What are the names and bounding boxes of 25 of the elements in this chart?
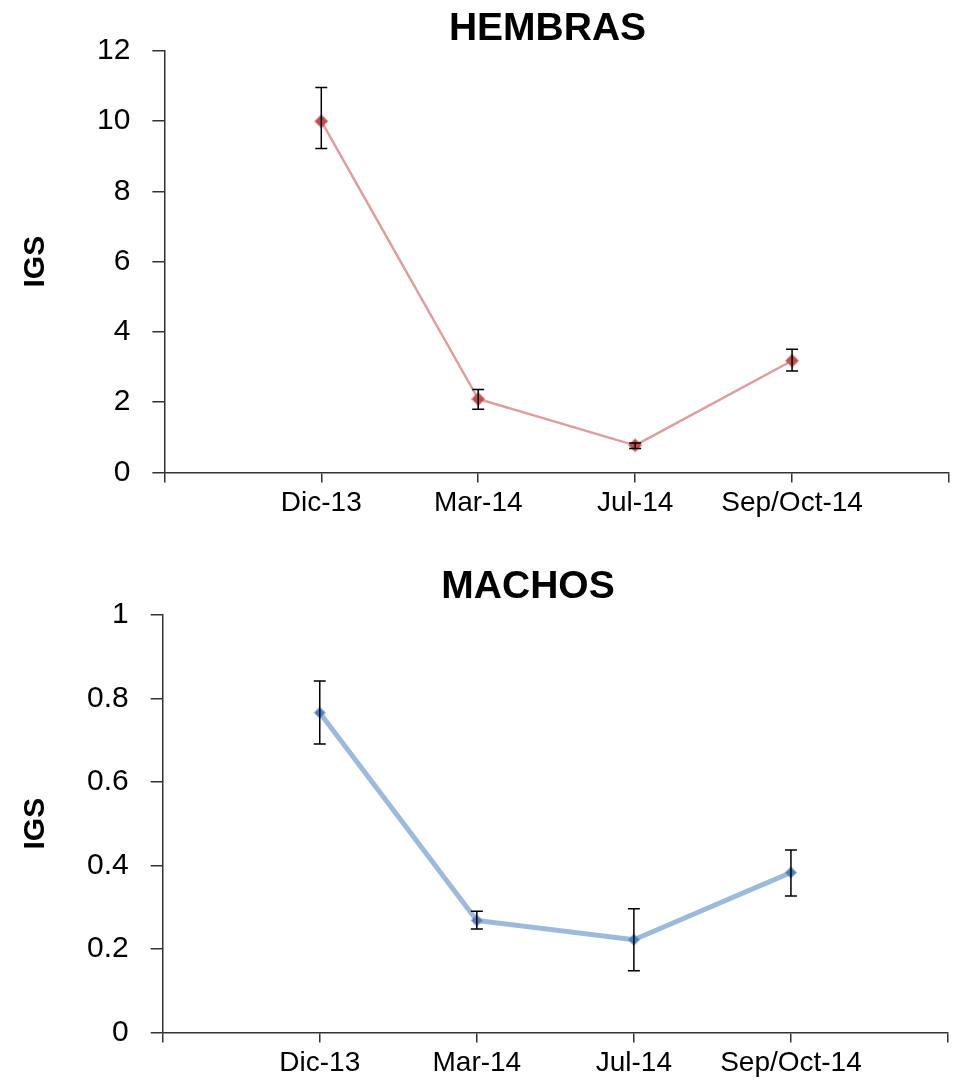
x-tick-label: Dic-13 xyxy=(279,1045,361,1077)
y-tick-label: 4 xyxy=(113,313,131,347)
x-tick-label: Sep/Oct-14 xyxy=(721,485,863,517)
x-tick-label: Sep/Oct-14 xyxy=(720,1045,862,1077)
y-tick-label: 2 xyxy=(113,383,131,417)
x-tick-label: Jul-14 xyxy=(597,485,674,517)
y-tick-label: 0.6 xyxy=(86,763,129,797)
x-tick-label: Jul-14 xyxy=(595,1045,673,1077)
y-tick-label: 0 xyxy=(113,453,131,487)
chart-title: HEMBRAS xyxy=(447,5,648,49)
y-axis-title: IGS xyxy=(17,797,51,850)
y-tick-label: 12 xyxy=(96,32,131,66)
y-tick-label: 6 xyxy=(113,242,131,276)
y-tick-label: 10 xyxy=(96,102,131,136)
x-tick-label: Dic-13 xyxy=(280,485,362,517)
y-tick-label: 0.8 xyxy=(86,679,129,713)
x-tick-label: Mar-14 xyxy=(432,1045,522,1077)
chart-title: MACHOS xyxy=(441,563,615,606)
y-tick-label: 0.4 xyxy=(86,846,129,880)
y-tick-label: 8 xyxy=(113,172,131,206)
y-tick-label: 1 xyxy=(112,596,129,630)
y-tick-label: 0.2 xyxy=(86,930,129,964)
x-tick-label: Mar-14 xyxy=(433,485,523,517)
y-axis-title: IGS xyxy=(17,235,51,288)
y-tick-label: 0 xyxy=(112,1013,129,1047)
